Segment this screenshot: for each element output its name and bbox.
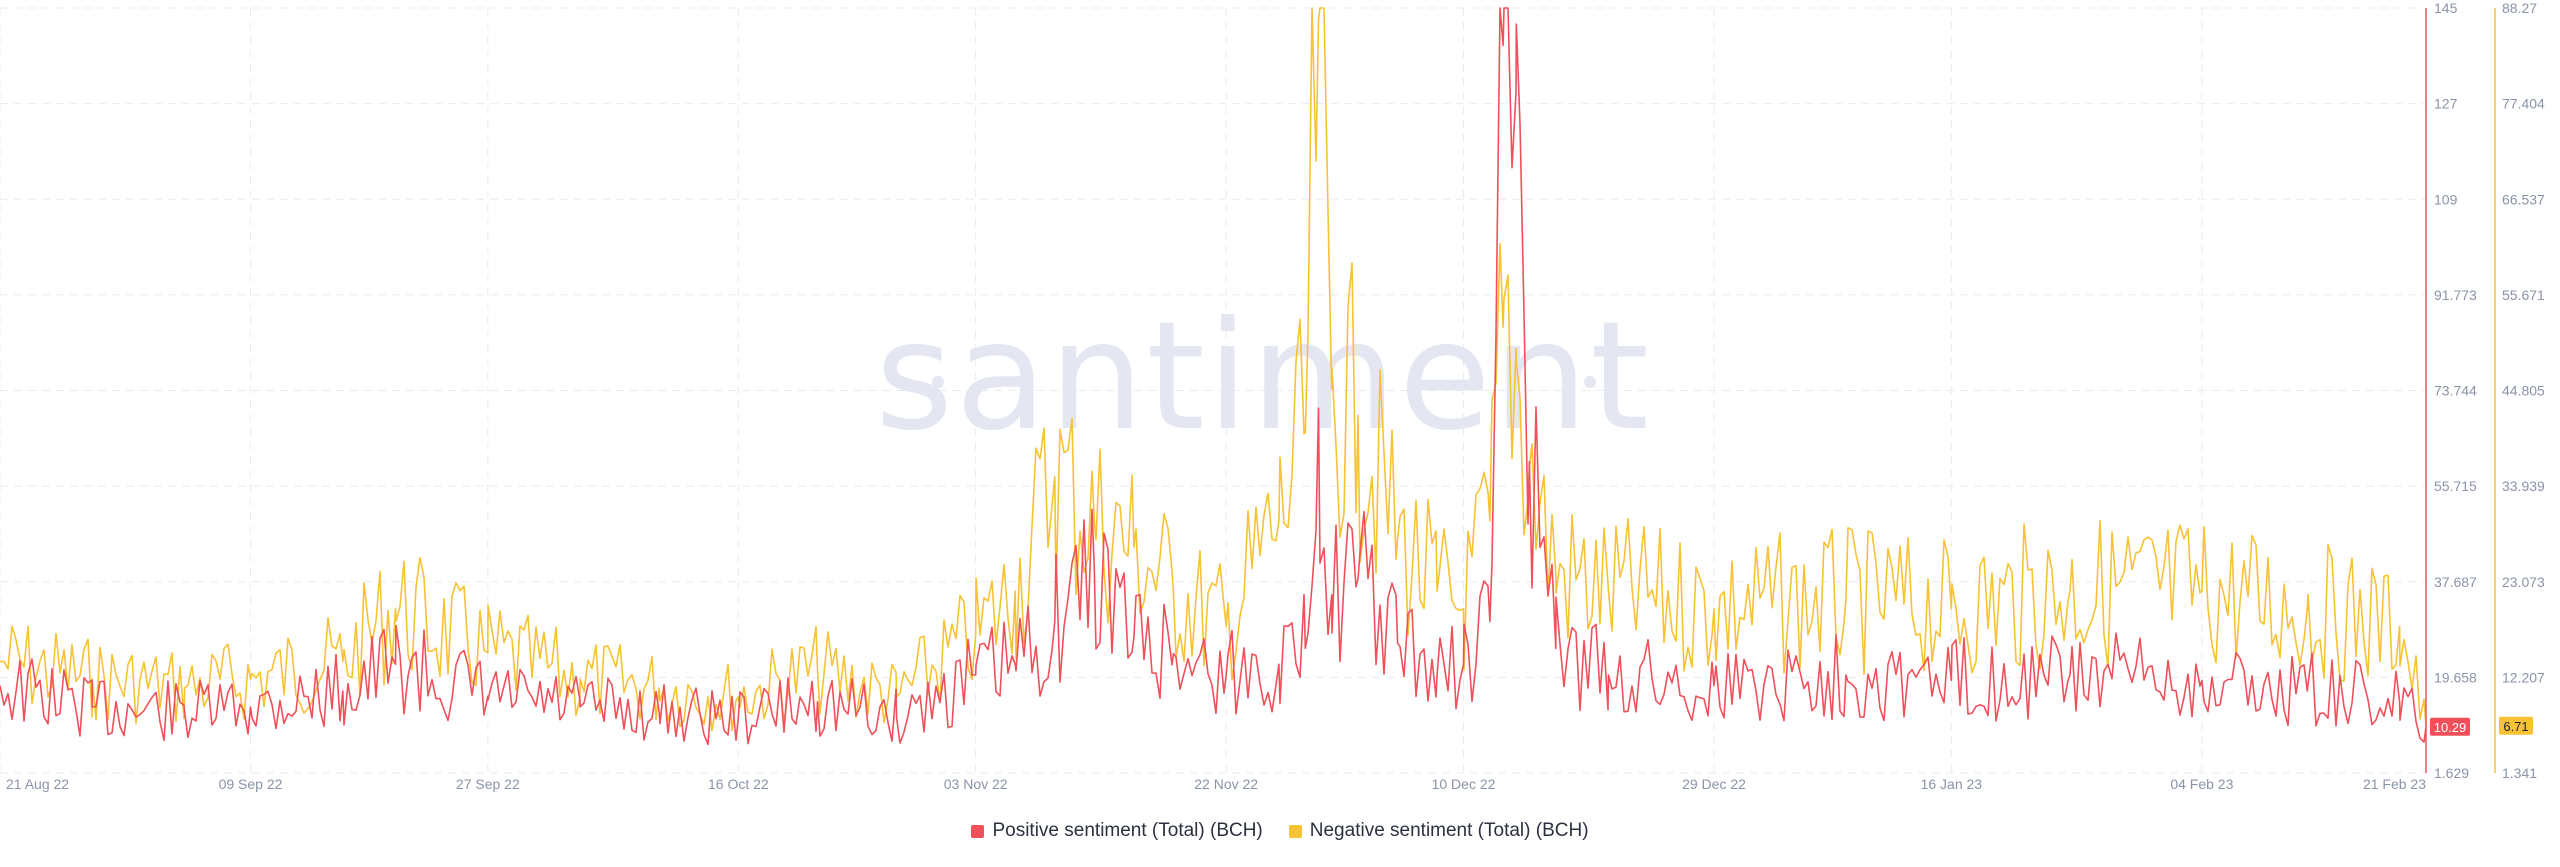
left-axis-tick-label: 37.687	[2434, 574, 2477, 590]
x-axis-tick-label: 21 Feb 23	[2363, 776, 2426, 792]
x-axis-tick-label: 22 Nov 22	[1194, 776, 1258, 792]
x-axis-tick-label: 29 Dec 22	[1682, 776, 1746, 792]
left-axis-tick-label: 1.629	[2434, 765, 2469, 781]
x-axis-tick-label: 04 Feb 23	[2170, 776, 2233, 792]
legend: Positive sentiment (Total) (BCH) Negativ…	[0, 820, 2560, 842]
right-axis-tick-label: 33.939	[2502, 478, 2545, 494]
x-axis-tick-label: 27 Sep 22	[456, 776, 520, 792]
left-axis-tick-label: 73.744	[2434, 383, 2477, 399]
left-axis-tick-label: 109	[2434, 191, 2458, 207]
watermark-dot-left	[932, 376, 944, 388]
x-axis-tick-label: 03 Nov 22	[944, 776, 1008, 792]
series-layer	[0, 7, 2427, 746]
legend-swatch-negative	[1288, 824, 1302, 838]
current-positive-badge	[2430, 717, 2470, 736]
axes: 145 127 109 91.773 73.744 55.715 37.687 19.658 1…	[6, 0, 2545, 792]
current-negative-value: 6.71	[2503, 719, 2528, 734]
series-line-positive	[0, 7, 2427, 746]
left-axis-tick-label: 145	[2434, 0, 2458, 16]
x-axis-tick-label: 16 Oct 22	[708, 776, 769, 792]
right-axis-tick-label: 44.805	[2502, 383, 2545, 399]
right-axis-tick-label: 66.537	[2502, 191, 2545, 207]
legend-label-negative: Negative sentiment (Total) (BCH)	[1309, 820, 1589, 841]
x-axis-tick-label: 21 Aug 22	[6, 776, 69, 792]
x-axis-tick-label: 10 Dec 22	[1432, 776, 1496, 792]
right-axis-tick-label: 1.341	[2502, 765, 2537, 781]
current-negative-badge	[2499, 716, 2533, 735]
left-axis-tick-label: 91.773	[2434, 287, 2477, 303]
x-axis-tick-label: 16 Jan 23	[1921, 776, 1983, 792]
legend-label-positive: Positive sentiment (Total) (BCH)	[992, 820, 1263, 841]
left-axis-tick-label: 127	[2434, 96, 2458, 112]
right-axis-tick-label: 23.073	[2502, 574, 2545, 590]
current-positive-value: 10.29	[2434, 720, 2467, 735]
right-axis-tick-label: 77.404	[2502, 96, 2545, 112]
legend-item-positive[interactable]: Positive sentiment (Total) (BCH)	[971, 820, 1263, 842]
legend-swatch-positive	[971, 824, 985, 838]
left-axis-tick-label: 55.715	[2434, 478, 2477, 494]
legend-item-negative[interactable]: Negative sentiment (Total) (BCH)	[1288, 820, 1589, 842]
right-axis-tick-label: 88.27	[2502, 0, 2537, 16]
left-axis-tick-label: 19.658	[2434, 669, 2477, 685]
santiment-watermark: santiment	[875, 290, 1651, 464]
right-axis-tick-label: 12.207	[2502, 669, 2545, 685]
watermark-dot-right	[1584, 376, 1596, 388]
x-axis-tick-label: 09 Sep 22	[219, 776, 283, 792]
right-axis-tick-label: 55.671	[2502, 287, 2545, 303]
